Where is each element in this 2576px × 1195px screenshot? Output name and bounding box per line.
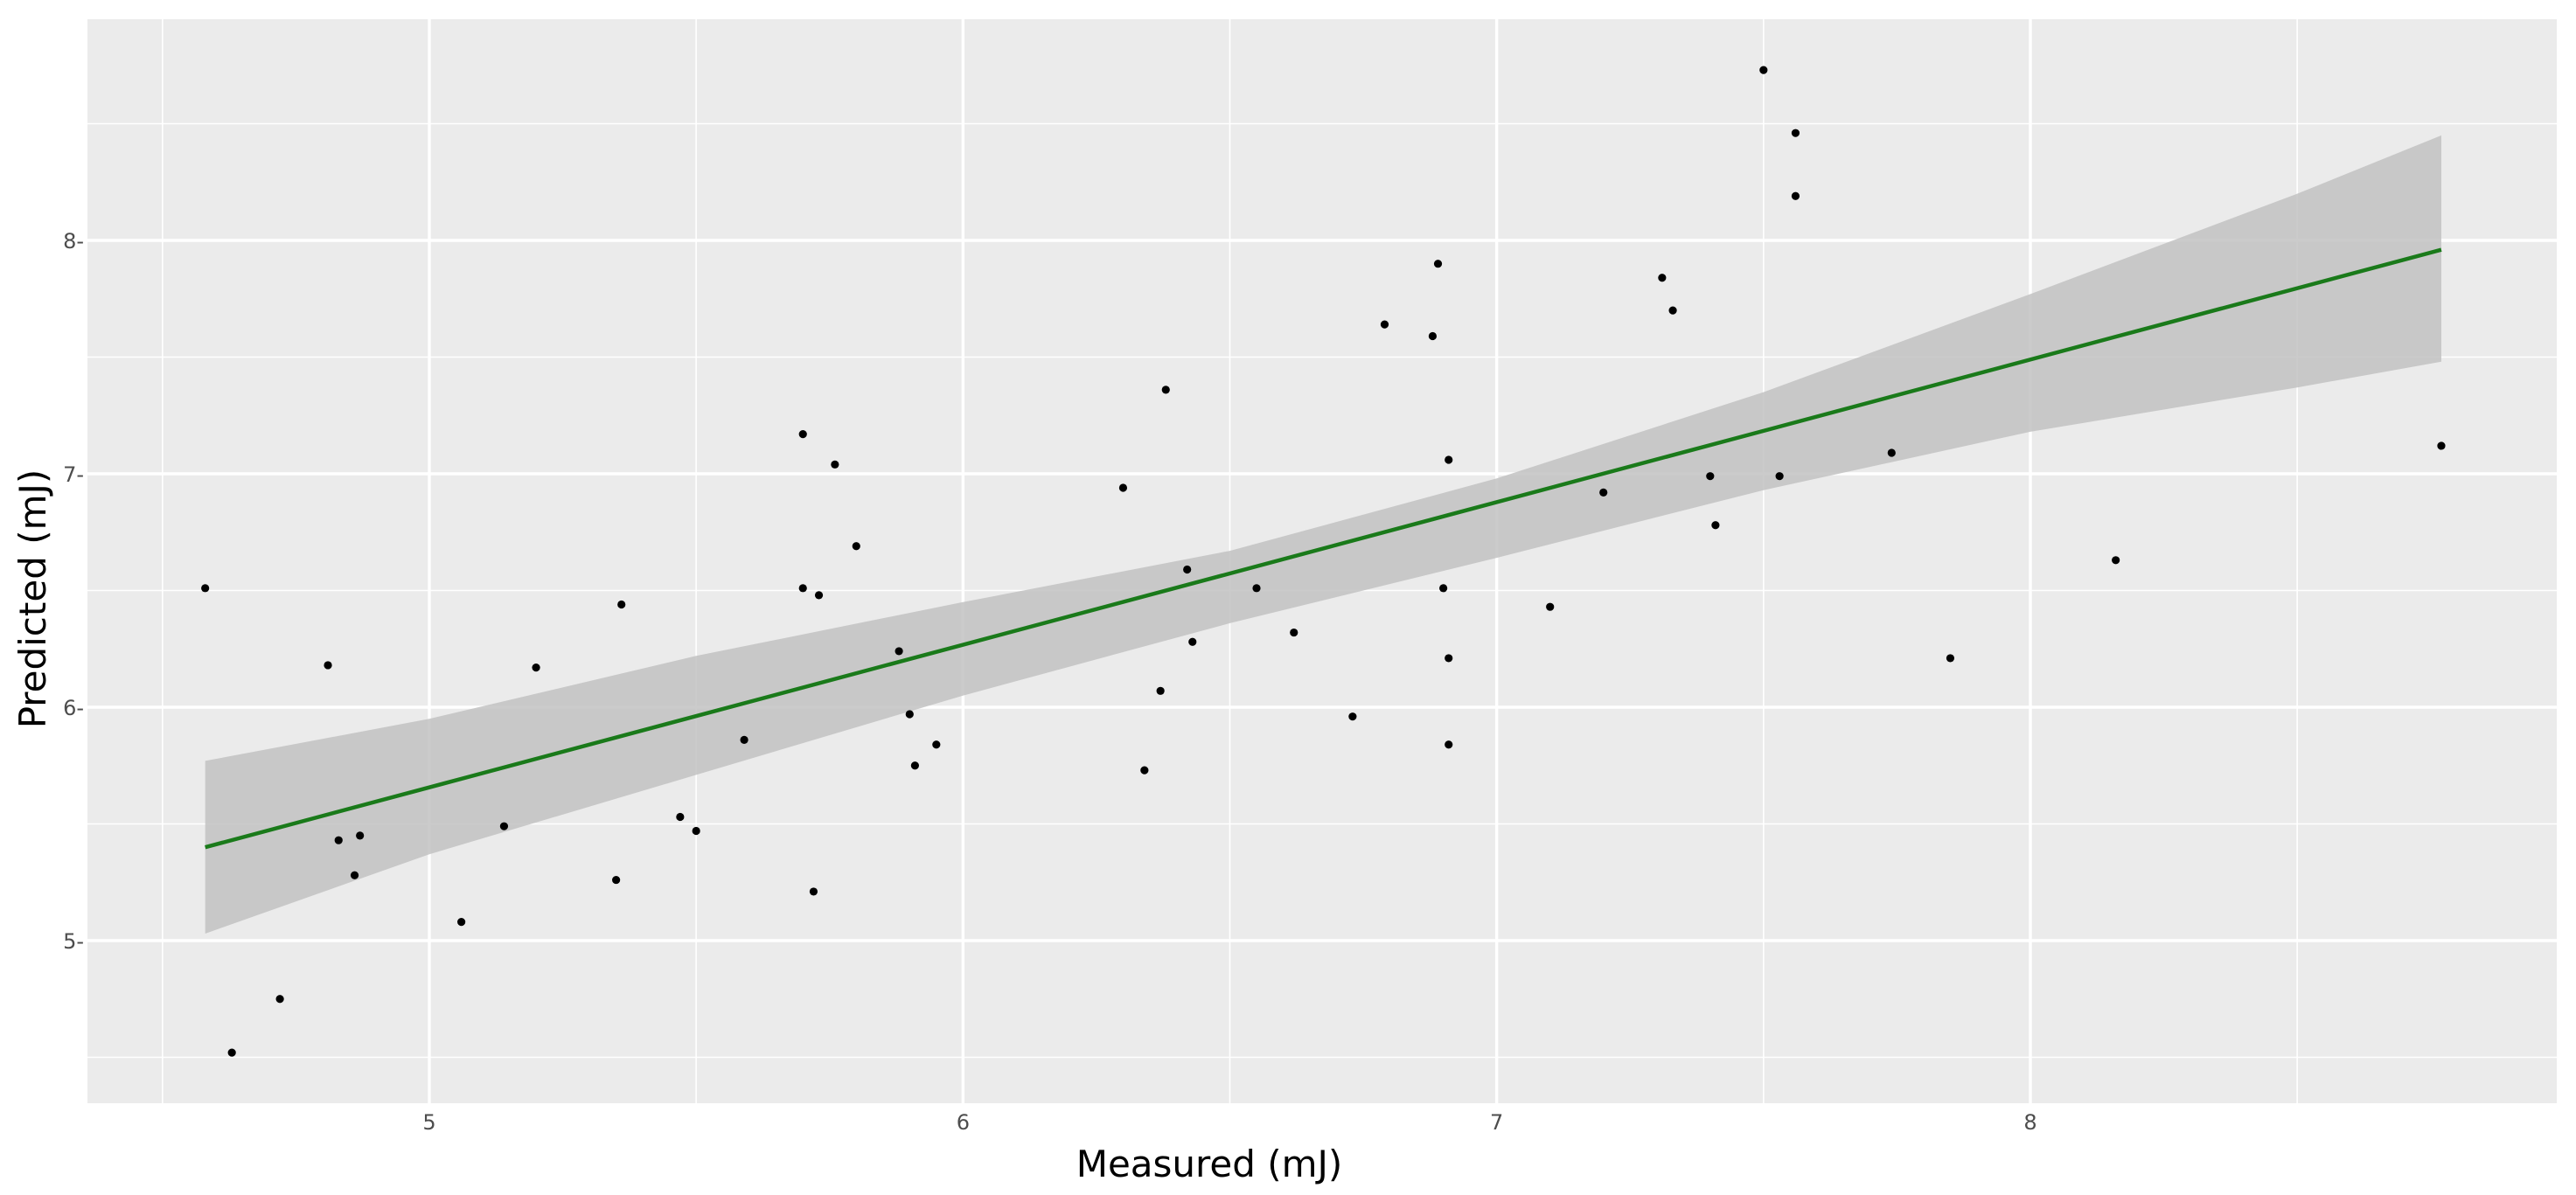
data-point (1183, 565, 1192, 574)
confidence-band-group (205, 135, 2442, 934)
data-point (334, 836, 343, 844)
fit-line (205, 247, 2442, 850)
data-point (324, 661, 332, 670)
data-point (1140, 766, 1149, 775)
data-point (227, 1048, 236, 1057)
data-point (1348, 712, 1357, 721)
data-point (1946, 654, 1955, 663)
data-points (201, 66, 2446, 1057)
axis-ticks: 5 6 7 8 5- 6- 7- 8- (63, 229, 2037, 1135)
fit-line-group (205, 247, 2442, 850)
data-point (1759, 66, 1768, 74)
data-point (905, 710, 914, 719)
data-point (910, 761, 920, 770)
data-point (1711, 521, 1720, 530)
data-point (457, 918, 466, 927)
x-tick-label: 8 (2023, 1110, 2036, 1135)
data-point (1428, 331, 1438, 341)
y-tick-label: 5- (63, 929, 84, 954)
data-point (1445, 455, 1453, 464)
data-point (740, 735, 748, 744)
data-point (356, 831, 365, 840)
data-point (1668, 306, 1677, 315)
data-point (1546, 602, 1555, 611)
data-point (1706, 472, 1715, 481)
data-point (617, 600, 626, 609)
data-point (1439, 584, 1448, 593)
y-tick-label: 7- (63, 462, 84, 487)
y-axis-title: Predicted (mJ) (11, 469, 54, 729)
x-tick-label: 6 (957, 1110, 970, 1135)
data-point (350, 871, 359, 879)
data-point (1252, 584, 1261, 593)
data-point (532, 664, 540, 672)
data-point (1445, 740, 1453, 749)
data-point (932, 740, 941, 749)
data-point (1887, 448, 1896, 457)
data-point (831, 460, 839, 469)
data-point (692, 826, 700, 836)
confidence-band (205, 135, 2442, 934)
y-tick-label: 8- (63, 229, 84, 254)
data-point (1791, 191, 1800, 200)
x-tick-label: 7 (1490, 1110, 1503, 1135)
data-point (1791, 129, 1800, 137)
data-point (814, 591, 824, 600)
data-point (809, 887, 818, 896)
data-point (1118, 483, 1128, 492)
data-point (1445, 654, 1453, 663)
data-point (2437, 441, 2446, 450)
data-point (852, 542, 860, 551)
data-point (1161, 386, 1170, 394)
data-point (201, 584, 210, 593)
data-point (798, 430, 807, 439)
x-axis-title: Measured (mJ) (1076, 1143, 1343, 1185)
data-point (1658, 274, 1667, 282)
data-point (1433, 260, 1443, 268)
data-point (1188, 637, 1197, 646)
data-point (2112, 556, 2120, 565)
data-point (798, 584, 807, 593)
data-point (1290, 628, 1298, 637)
y-tick-label: 6- (63, 696, 84, 720)
x-tick-label: 5 (422, 1110, 435, 1135)
data-point (612, 875, 621, 885)
data-point (275, 995, 284, 1004)
data-point (676, 812, 685, 822)
data-point (1380, 320, 1389, 329)
data-point (499, 822, 509, 830)
data-point (1599, 488, 1608, 497)
data-point (1156, 686, 1165, 695)
data-point (1775, 472, 1784, 481)
data-point (895, 647, 903, 656)
